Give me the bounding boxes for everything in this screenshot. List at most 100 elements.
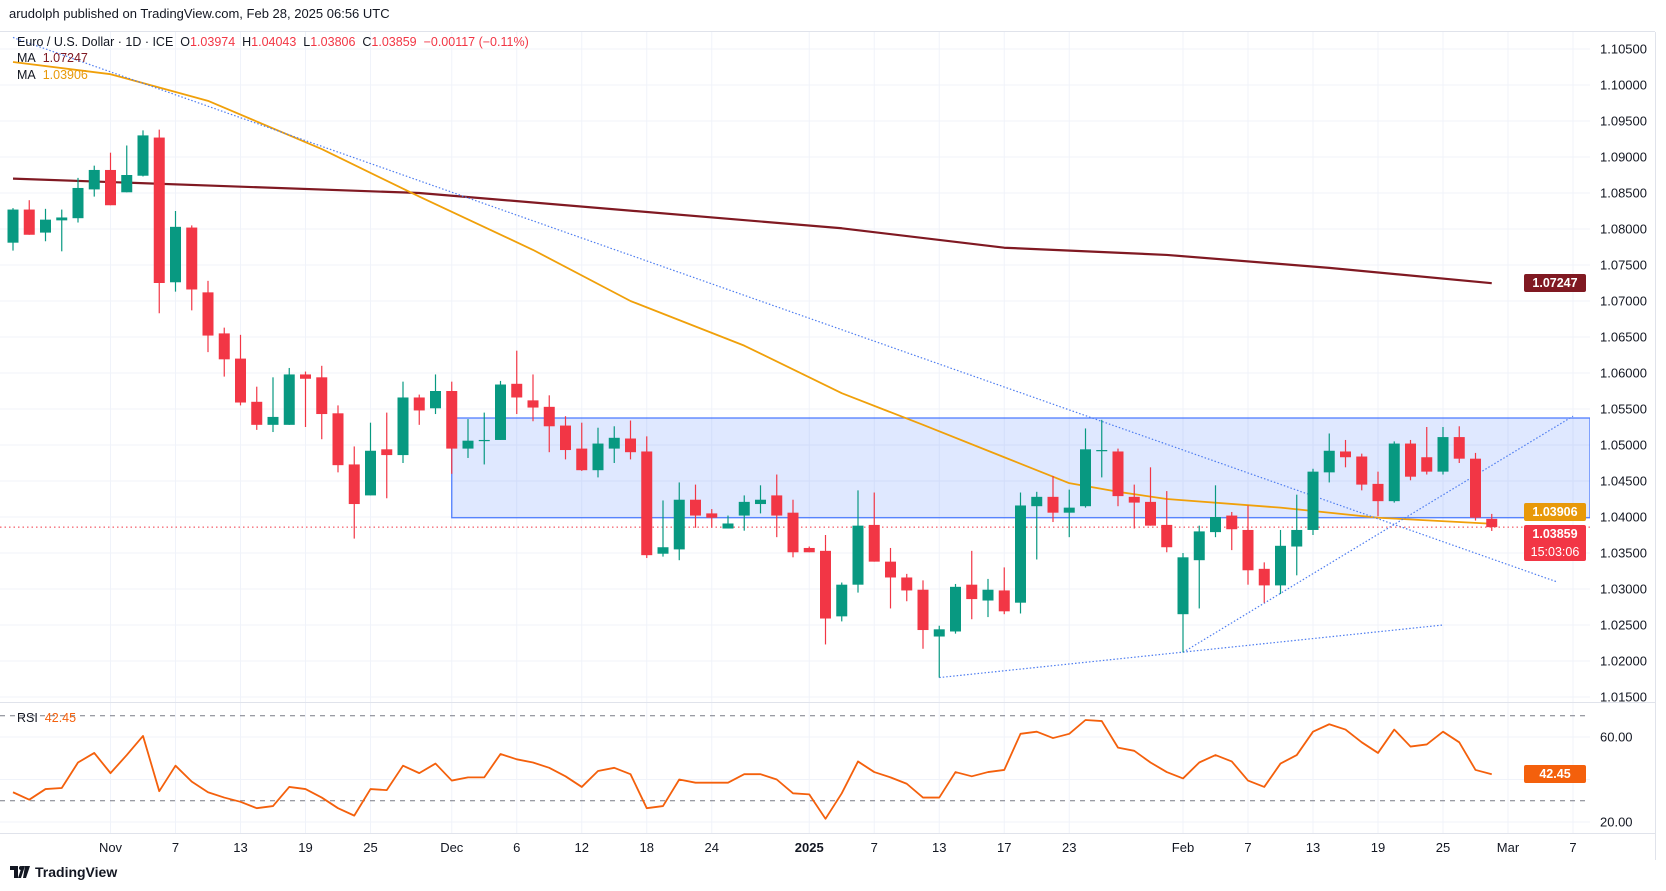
candle[interactable]: [202, 280, 214, 353]
candle[interactable]: [1437, 427, 1449, 475]
candle[interactable]: [462, 419, 474, 458]
candle[interactable]: [803, 546, 815, 553]
candle[interactable]: [560, 416, 571, 460]
candle[interactable]: [1226, 511, 1238, 551]
candle[interactable]: [1063, 489, 1075, 538]
candle[interactable]: [1470, 452, 1481, 521]
candle[interactable]: [592, 427, 604, 478]
candle[interactable]: [1242, 505, 1254, 585]
symbol-legend[interactable]: Euro / U.S. Dollar · 1D · ICE O1.03974 H…: [17, 35, 529, 49]
candle[interactable]: [1307, 468, 1319, 535]
candle[interactable]: [283, 367, 295, 425]
candle[interactable]: [1388, 441, 1400, 503]
candle[interactable]: [1356, 453, 1368, 491]
candle[interactable]: [1323, 433, 1335, 483]
candle[interactable]: [186, 225, 198, 311]
candle[interactable]: [755, 485, 766, 514]
candle[interactable]: [1031, 491, 1043, 560]
candle[interactable]: [365, 422, 376, 496]
candle[interactable]: [1486, 513, 1498, 531]
candle[interactable]: [56, 209, 68, 252]
candle[interactable]: [1193, 525, 1205, 609]
candle[interactable]: [738, 495, 750, 531]
trend-line[interactable]: [939, 624, 1444, 679]
candle[interactable]: [998, 567, 1010, 615]
candle[interactable]: [852, 490, 864, 593]
candle[interactable]: [235, 334, 246, 406]
candle[interactable]: [511, 350, 523, 415]
rsi-pane[interactable]: [0, 715, 1590, 820]
price-pane[interactable]: [0, 36, 1590, 679]
candle[interactable]: [300, 371, 311, 427]
candle[interactable]: [1177, 553, 1189, 653]
candle[interactable]: [1291, 494, 1303, 576]
ma-fast-legend[interactable]: MA 1.03906: [17, 68, 88, 82]
candle[interactable]: [348, 446, 360, 539]
candle[interactable]: [495, 380, 506, 440]
candle[interactable]: [1096, 419, 1108, 478]
candle[interactable]: [885, 547, 896, 609]
candle[interactable]: [397, 381, 409, 463]
candle[interactable]: [1453, 426, 1465, 463]
candle[interactable]: [917, 580, 929, 649]
candle[interactable]: [641, 436, 653, 559]
candle[interactable]: [625, 420, 636, 460]
candle[interactable]: [657, 500, 669, 557]
candle[interactable]: [153, 129, 165, 314]
candle[interactable]: [430, 374, 441, 415]
candle[interactable]: [1405, 439, 1416, 481]
candle[interactable]: [1128, 484, 1140, 529]
candle[interactable]: [1112, 448, 1124, 507]
candle[interactable]: [868, 492, 880, 562]
tradingview-logo[interactable]: TradingView: [10, 864, 117, 880]
candle[interactable]: [121, 145, 133, 193]
candle[interactable]: [950, 583, 961, 634]
candle[interactable]: [1161, 491, 1173, 553]
candle[interactable]: [1275, 529, 1286, 595]
candle[interactable]: [1210, 485, 1221, 538]
candle[interactable]: [218, 327, 230, 377]
candle[interactable]: [576, 422, 588, 471]
candle[interactable]: [7, 208, 19, 251]
candle[interactable]: [933, 625, 945, 678]
candle[interactable]: [413, 394, 425, 425]
candle[interactable]: [673, 482, 685, 561]
candle[interactable]: [1047, 475, 1059, 523]
candle[interactable]: [706, 509, 718, 528]
candle[interactable]: [170, 211, 181, 292]
candle[interactable]: [1015, 492, 1026, 614]
candle[interactable]: [966, 550, 978, 620]
rsi-legend[interactable]: RSI 42.45: [17, 711, 76, 725]
candle[interactable]: [722, 515, 734, 529]
candle[interactable]: [527, 374, 539, 422]
candle[interactable]: [72, 177, 84, 223]
candle[interactable]: [316, 365, 328, 440]
candle[interactable]: [1340, 439, 1351, 468]
candle[interactable]: [543, 395, 555, 453]
candle[interactable]: [88, 165, 100, 197]
candle[interactable]: [982, 578, 994, 618]
candle[interactable]: [23, 200, 35, 235]
candle[interactable]: [40, 208, 51, 242]
candle[interactable]: [251, 386, 263, 430]
candle[interactable]: [381, 412, 393, 499]
candle[interactable]: [1145, 467, 1156, 526]
candle[interactable]: [267, 377, 279, 433]
candle[interactable]: [1080, 428, 1091, 508]
ma-slow-legend[interactable]: MA 1.07247: [17, 51, 88, 65]
candle[interactable]: [836, 582, 848, 622]
candle[interactable]: [446, 381, 458, 474]
candle[interactable]: [478, 412, 490, 465]
trend-line[interactable]: [1182, 415, 1574, 653]
candle[interactable]: [771, 474, 783, 538]
candle[interactable]: [1372, 471, 1384, 517]
candle[interactable]: [332, 405, 344, 473]
candle[interactable]: [787, 499, 799, 558]
candle[interactable]: [820, 535, 831, 645]
candle[interactable]: [690, 484, 701, 528]
candle[interactable]: [1421, 427, 1433, 475]
candle[interactable]: [901, 573, 913, 602]
candle[interactable]: [1258, 562, 1270, 603]
candle[interactable]: [105, 152, 116, 206]
